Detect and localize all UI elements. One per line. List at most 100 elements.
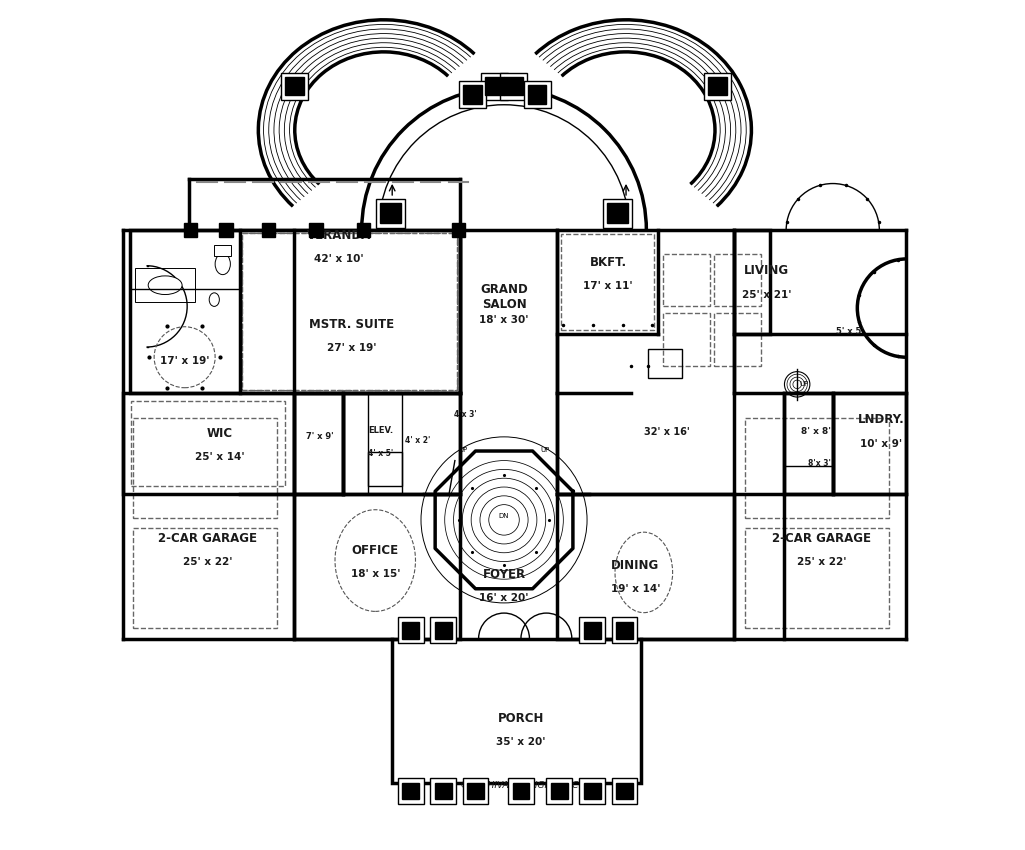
Text: 2-CAR GARAGE: 2-CAR GARAGE <box>158 532 257 545</box>
Bar <box>403 621 419 638</box>
Text: ELEV.: ELEV. <box>368 426 393 434</box>
Bar <box>435 783 451 800</box>
Ellipse shape <box>215 253 231 275</box>
Ellipse shape <box>209 293 219 306</box>
Bar <box>123 393 294 495</box>
Text: UP: UP <box>540 447 549 453</box>
Text: 4' x 5': 4' x 5' <box>368 450 393 458</box>
Text: 17' x 19': 17' x 19' <box>160 356 209 366</box>
Text: ©ARCHIVAL DESIGNS, INC.: ©ARCHIVAL DESIGNS, INC. <box>460 781 581 790</box>
Bar <box>281 72 309 99</box>
Bar <box>512 783 530 800</box>
Bar <box>294 393 343 495</box>
Bar <box>430 779 456 804</box>
Text: LNDRY.: LNDRY. <box>858 413 904 427</box>
Bar <box>463 85 482 104</box>
Text: 7' x 9': 7' x 9' <box>305 432 333 440</box>
Text: DN: DN <box>612 199 623 207</box>
Bar <box>357 224 370 237</box>
Bar <box>242 233 457 390</box>
Bar <box>131 401 285 486</box>
Text: 17' x 11': 17' x 11' <box>583 281 633 291</box>
Text: 18' x 15': 18' x 15' <box>351 570 400 579</box>
Bar <box>504 76 523 95</box>
Text: OFFICE: OFFICE <box>352 544 399 557</box>
Text: 8' x 8': 8' x 8' <box>801 428 831 436</box>
Bar <box>612 779 638 804</box>
Text: BKFT.: BKFT. <box>589 256 627 269</box>
Bar <box>481 72 508 99</box>
Text: VERANDA: VERANDA <box>306 229 371 241</box>
Bar <box>579 617 605 643</box>
Bar <box>708 76 727 95</box>
Text: 32' x 16': 32' x 16' <box>644 427 690 437</box>
Bar <box>466 783 484 800</box>
Bar <box>343 393 460 495</box>
Text: 8'x 3': 8'x 3' <box>808 459 830 468</box>
Bar <box>393 638 642 783</box>
Bar <box>403 783 419 800</box>
Text: 5' x 5': 5' x 5' <box>835 327 864 337</box>
Bar <box>612 617 638 643</box>
Text: 10' x 9': 10' x 9' <box>860 439 902 449</box>
Bar <box>704 72 731 99</box>
Bar <box>744 418 889 518</box>
Bar <box>285 76 304 95</box>
Text: 16' x 20': 16' x 20' <box>480 592 529 603</box>
Bar <box>508 779 534 804</box>
Bar <box>133 529 277 628</box>
Text: UP: UP <box>800 382 809 388</box>
Text: 25' x 14': 25' x 14' <box>196 452 245 462</box>
Bar <box>579 779 605 804</box>
Bar <box>368 452 403 486</box>
Bar <box>242 233 457 390</box>
Text: SALON: SALON <box>482 298 527 311</box>
Bar <box>616 621 632 638</box>
Bar <box>583 783 601 800</box>
Text: UP: UP <box>459 447 468 453</box>
Bar <box>744 529 889 628</box>
Bar <box>459 81 486 108</box>
Text: 25' x 22': 25' x 22' <box>182 558 233 567</box>
Bar <box>561 235 654 330</box>
Text: MSTR. SUITE: MSTR. SUITE <box>309 318 394 331</box>
Text: 4'x 3': 4'x 3' <box>454 411 477 419</box>
Text: 25' x 21': 25' x 21' <box>742 290 791 299</box>
Bar <box>430 617 456 643</box>
Bar <box>557 495 735 638</box>
Text: PORCH: PORCH <box>498 711 544 725</box>
Bar <box>648 348 682 378</box>
Bar <box>714 313 761 366</box>
Bar <box>451 224 465 237</box>
Bar <box>133 418 277 518</box>
Bar <box>486 76 504 95</box>
Text: WIC: WIC <box>207 427 234 440</box>
Bar <box>663 254 710 306</box>
Bar <box>129 230 240 393</box>
Bar <box>608 203 627 224</box>
Text: GRAND: GRAND <box>480 283 528 296</box>
Bar <box>310 224 323 237</box>
Bar <box>603 199 632 228</box>
Ellipse shape <box>149 276 182 295</box>
Bar <box>380 203 401 224</box>
Text: 42' x 10': 42' x 10' <box>314 254 364 264</box>
Bar <box>783 393 832 495</box>
Bar <box>435 621 451 638</box>
Text: 35' x 20': 35' x 20' <box>496 737 545 747</box>
Bar <box>261 224 276 237</box>
Text: 19' x 14': 19' x 14' <box>611 584 660 594</box>
Bar <box>376 199 405 228</box>
Bar <box>832 393 906 495</box>
Bar <box>219 224 233 237</box>
Bar <box>214 246 232 256</box>
Bar <box>462 779 488 804</box>
Bar <box>398 779 423 804</box>
Text: DINING: DINING <box>611 559 659 572</box>
Text: 4' x 2': 4' x 2' <box>405 436 430 445</box>
Text: DN: DN <box>499 513 509 518</box>
Text: DN: DN <box>395 199 407 207</box>
Text: 25' x 22': 25' x 22' <box>797 558 847 567</box>
Bar <box>546 779 572 804</box>
Bar <box>663 313 710 366</box>
